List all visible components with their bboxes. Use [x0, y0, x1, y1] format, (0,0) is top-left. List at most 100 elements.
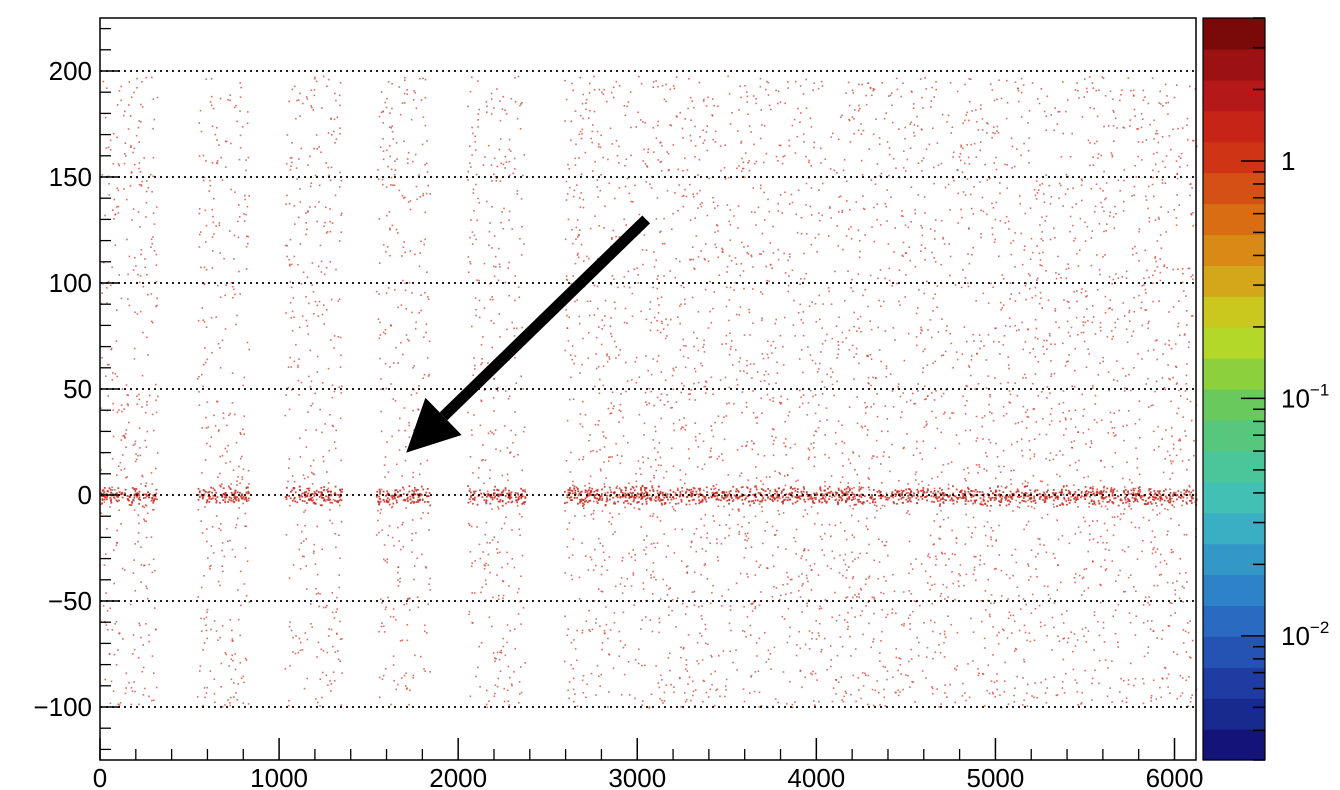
band-point — [497, 489, 500, 492]
scatter-point — [385, 292, 388, 294]
scatter-point — [934, 238, 936, 240]
scatter-point — [1129, 119, 1131, 121]
band-point — [219, 501, 221, 504]
scatter-point — [903, 622, 905, 625]
scatter-point — [1034, 356, 1037, 358]
scatter-point — [885, 367, 888, 370]
scatter-point — [483, 482, 485, 485]
band-point — [416, 499, 419, 502]
scatter-point — [835, 693, 837, 695]
scatter-point — [1009, 393, 1012, 396]
band-point — [429, 504, 432, 507]
scatter-point — [564, 79, 566, 82]
scatter-point — [209, 568, 211, 570]
scatter-point — [760, 184, 762, 187]
band-point — [150, 499, 153, 502]
scatter-point — [1083, 340, 1086, 343]
scatter-point — [128, 421, 130, 424]
scatter-point — [783, 475, 786, 477]
scatter-point — [700, 518, 702, 520]
scatter-point — [835, 442, 837, 445]
scatter-point — [679, 322, 681, 325]
scatter-point — [963, 584, 965, 587]
band-point — [518, 495, 521, 498]
scatter-point — [1156, 132, 1159, 135]
scatter-point — [813, 442, 815, 444]
scatter-point — [575, 238, 577, 240]
scatter-point — [674, 528, 676, 531]
band-point — [428, 492, 431, 494]
scatter-point — [578, 133, 581, 136]
scatter-point — [993, 126, 995, 128]
scatter-point — [730, 345, 732, 348]
scatter-point — [403, 603, 405, 606]
scatter-point — [833, 394, 835, 397]
scatter-point — [911, 680, 913, 683]
scatter-point — [408, 421, 410, 424]
scatter-point — [986, 521, 989, 523]
scatter-point — [412, 471, 415, 474]
scatter-point — [799, 283, 801, 285]
scatter-point — [798, 406, 801, 408]
scatter-point — [1138, 473, 1141, 476]
scatter-point — [134, 589, 136, 592]
scatter-point — [598, 392, 601, 395]
scatter-point — [962, 682, 964, 685]
scatter-point — [999, 220, 1002, 222]
scatter-point — [980, 599, 983, 602]
scatter-point — [1179, 440, 1181, 442]
scatter-point — [898, 269, 901, 271]
scatter-point — [590, 558, 593, 561]
scatter-point — [480, 591, 482, 594]
scatter-point — [682, 170, 684, 172]
scatter-point — [383, 558, 385, 561]
scatter-point — [891, 608, 894, 610]
scatter-point — [1093, 418, 1096, 421]
scatter-point — [1134, 526, 1137, 529]
scatter-point — [305, 446, 308, 448]
scatter-point — [1108, 276, 1111, 278]
scatter-point — [202, 363, 205, 366]
scatter-point — [1116, 127, 1118, 129]
scatter-point — [608, 521, 610, 523]
scatter-point — [1009, 614, 1012, 617]
scatter-point — [1023, 245, 1026, 247]
scatter-point — [1156, 358, 1159, 361]
scatter-point — [598, 588, 600, 590]
scatter-point — [134, 440, 137, 443]
scatter-point — [1109, 299, 1112, 301]
scatter-point — [234, 191, 236, 193]
band-point — [515, 496, 517, 499]
scatter-point — [727, 75, 729, 78]
scatter-point — [755, 477, 758, 479]
scatter-point — [1062, 411, 1064, 414]
scatter-point — [1175, 366, 1178, 368]
band-point — [388, 498, 391, 501]
scatter-point — [213, 678, 216, 680]
scatter-point — [234, 653, 236, 655]
scatter-point — [340, 459, 342, 462]
scatter-point — [758, 566, 760, 568]
scatter-point — [132, 444, 135, 446]
scatter-point — [820, 607, 823, 610]
scatter-point — [391, 130, 394, 133]
scatter-point — [899, 664, 902, 666]
scatter-point — [518, 681, 521, 683]
scatter-point — [859, 250, 861, 253]
scatter-point — [112, 209, 114, 211]
scatter-point — [1187, 705, 1190, 707]
band-point — [493, 492, 496, 495]
scatter-point — [137, 514, 140, 516]
scatter-point — [873, 206, 875, 209]
scatter-point — [916, 440, 918, 443]
scatter-point — [1040, 88, 1043, 90]
scatter-point — [415, 392, 418, 394]
scatter-point — [126, 403, 129, 405]
scatter-point — [947, 483, 950, 486]
scatter-point — [692, 680, 694, 683]
scatter-point — [649, 515, 652, 517]
scatter-point — [648, 387, 651, 390]
scatter-point — [332, 645, 334, 648]
scatter-point — [979, 141, 982, 143]
scatter-point — [496, 651, 499, 654]
